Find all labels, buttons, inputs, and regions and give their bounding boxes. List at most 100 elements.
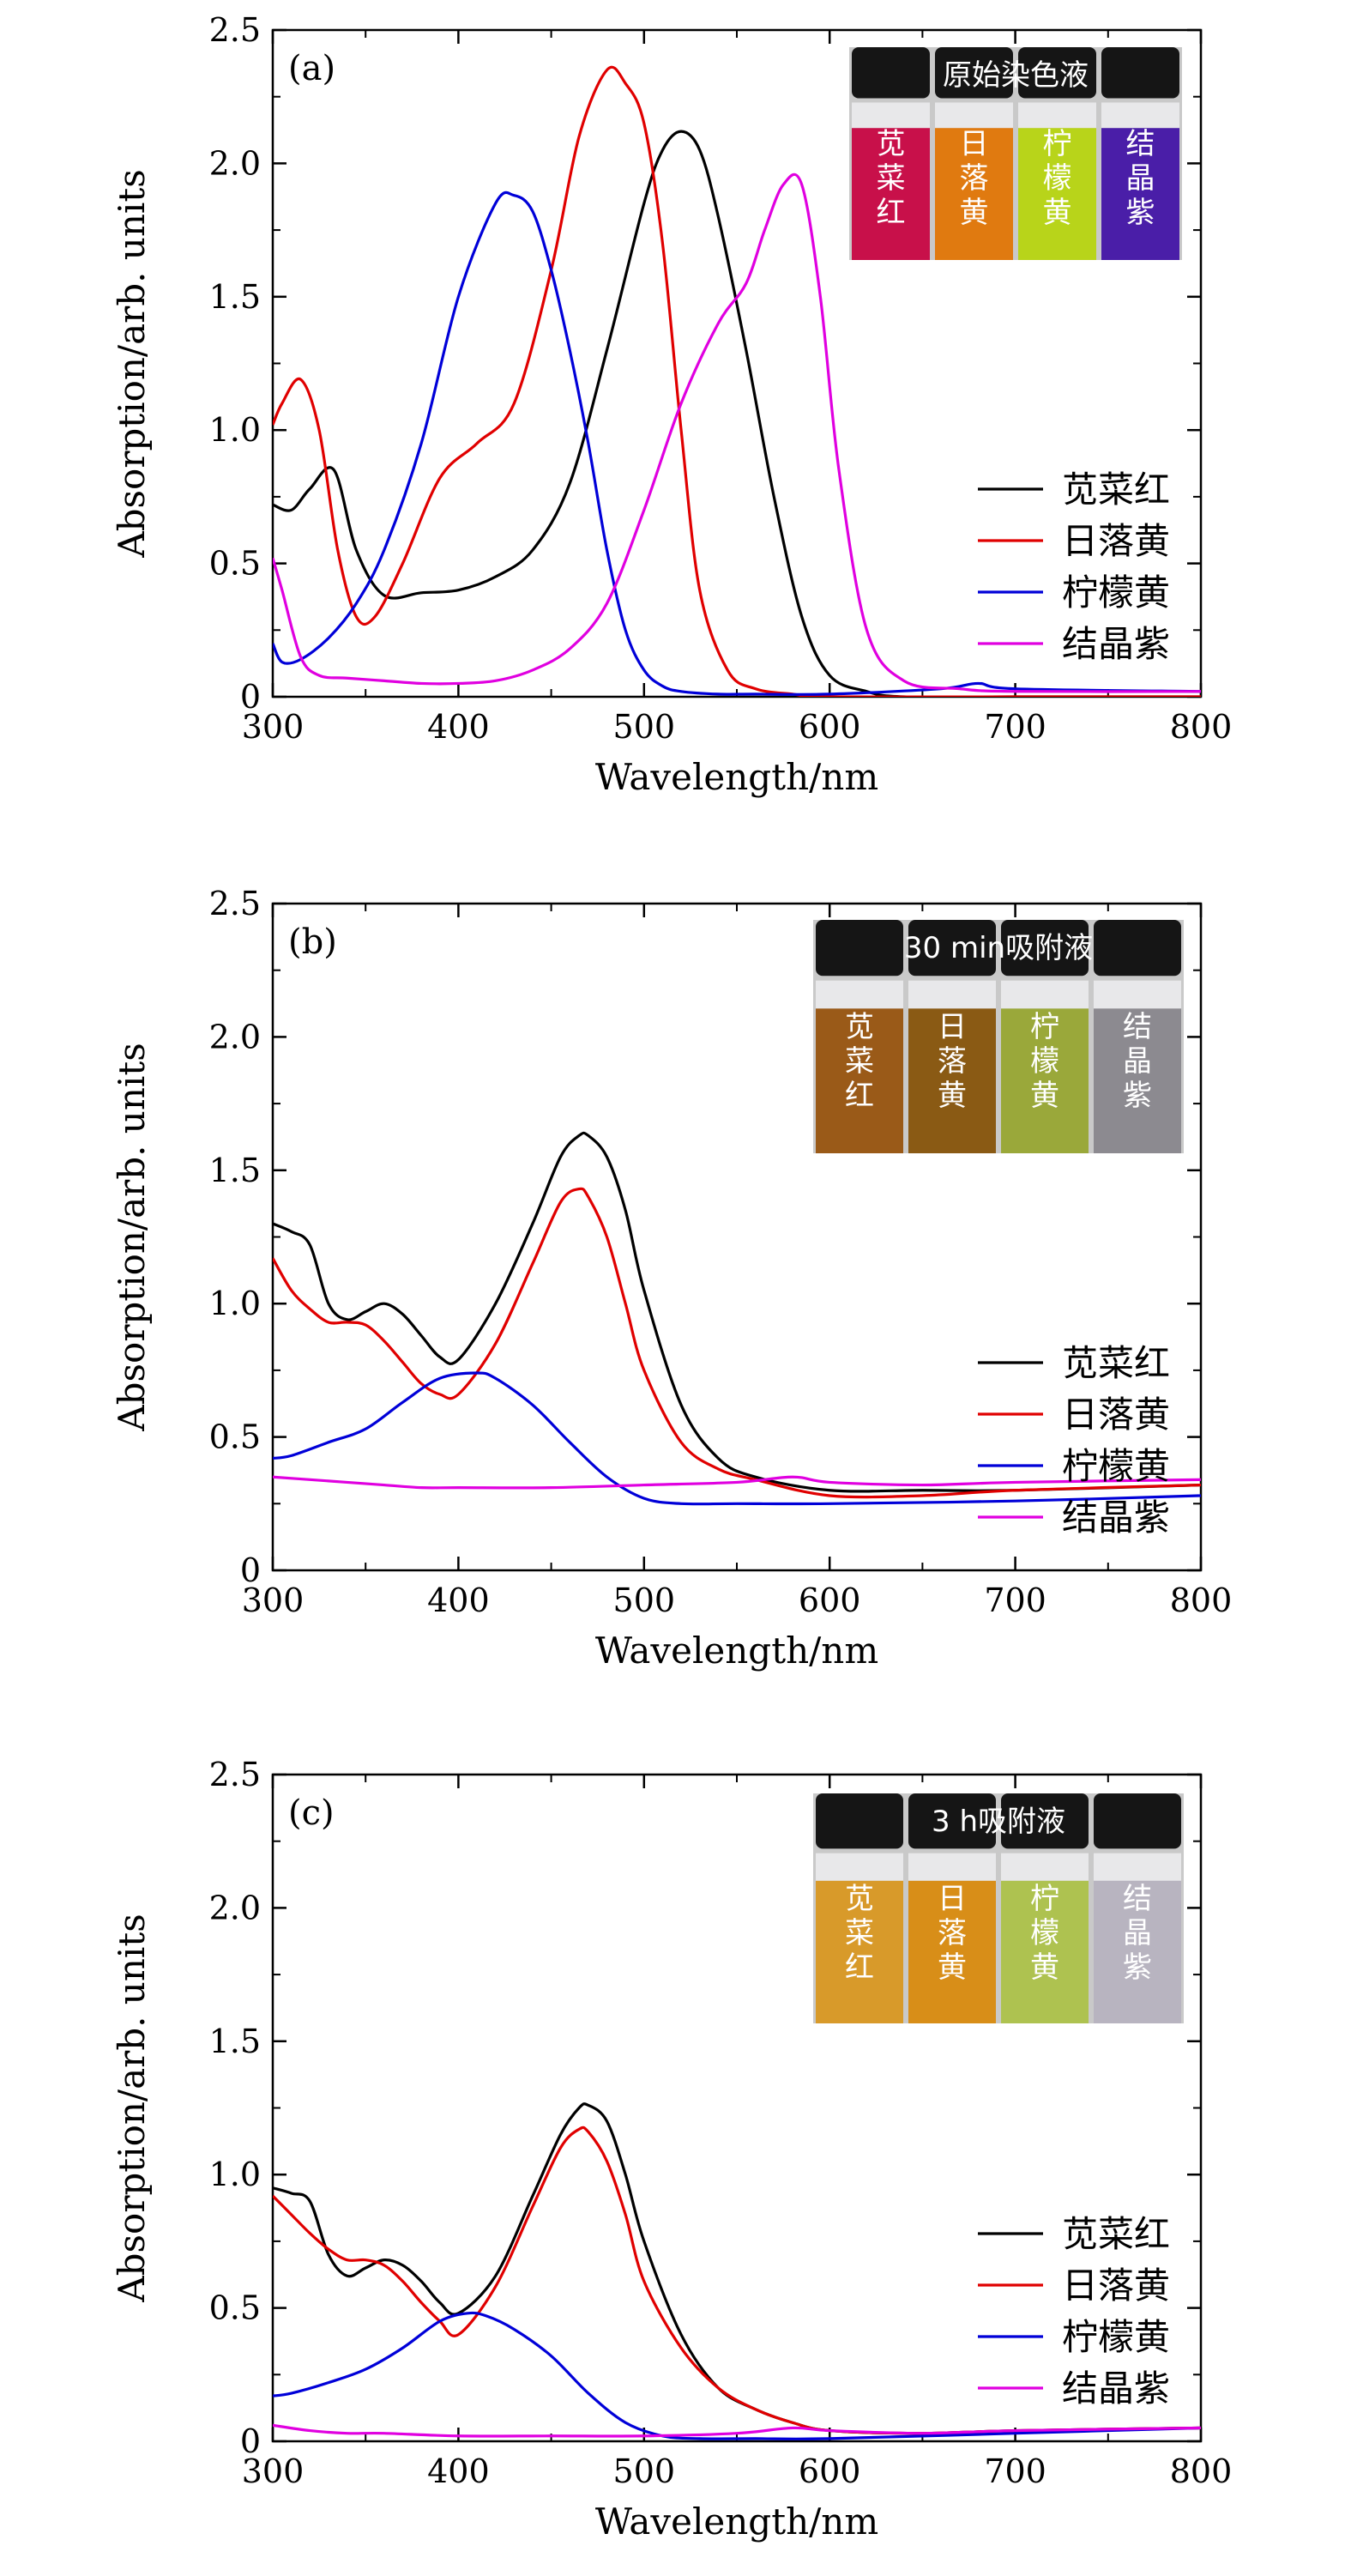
vial-cap [1001,920,1089,977]
vial-label-char: 黄 [938,1950,967,1985]
vial-liquid [1018,128,1096,260]
x-tick-label: 700 [984,708,1046,746]
series-line-日落黄 [273,1187,1201,1499]
x-tick-label: 300 [242,708,305,746]
vial-cap [816,1793,903,1849]
x-tick-label: 300 [242,2452,305,2490]
vial-label-char: 红 [877,196,906,230]
legend-label: 柠檬黄 [1062,571,1170,614]
vial-liquid [908,1880,996,2023]
y-tick-label: 2.0 [209,144,261,182]
y-tick-label: 0 [240,678,261,716]
vial-glass [1101,102,1179,129]
chart-panel-1: 300 400 500 600 700 800 0 0.5 1.0 1.5 2.0 2.5 Wavele… [111,11,1232,798]
vial-cap [1018,47,1096,99]
series-line-柠檬黄 [273,2311,1201,2440]
vial-label-char: 紫 [1126,196,1155,230]
y-tick-label: 1.5 [209,2023,261,2060]
vial-liquid [935,128,1013,260]
x-tick-label: 500 [613,708,676,746]
vial-liquid [1101,128,1179,260]
x-tick-label: 300 [242,1581,305,1619]
series-line-柠檬黄 [273,190,1201,696]
vial-label-char: 结 [1126,127,1155,161]
vial-glass [908,980,996,1009]
series-line-苋菜红 [273,1131,1201,1493]
vial-label-char: 红 [845,1079,874,1113]
vial-liquid [1094,1880,1181,2023]
vial-glass [1001,1853,1089,1881]
y-tick-label: 1.0 [209,1285,261,1322]
y-tick-label: 0.5 [209,545,261,583]
vial-cap [1101,47,1179,99]
vial-label-char: 苋 [877,127,906,161]
vial-liquid [1094,1008,1181,1153]
x-tick-label: 700 [984,2452,1046,2490]
vial-label-char: 晶 [1123,1916,1152,1950]
vial-label-char: 黄 [1043,196,1072,230]
y-tick-label: 2.5 [209,885,261,922]
vial-cap [852,47,930,99]
legend-label: 苋菜红 [1062,2213,1170,2255]
y-axis-label: Absorption/arb. units [111,1914,153,2302]
y-tick-label: 2.5 [209,11,261,49]
vial-label-char: 日 [938,1010,967,1044]
vial-label-char: 结 [1123,1882,1152,1916]
legend-label: 日落黄 [1062,2265,1170,2307]
vial-glass [1094,980,1181,1009]
vial-liquid [908,1008,996,1153]
vial-label-char: 落 [938,1916,967,1950]
vial-label-char: 檬 [1030,1044,1059,1079]
photo-title: 原始染色液 [943,58,1089,93]
vial-cap [908,920,996,977]
legend-label: 日落黄 [1062,1394,1170,1436]
vial-label-char: 苋 [845,1882,874,1916]
chart-panel-3: 300 400 500 600 700 800 0 0.5 1.0 1.5 2.0 2.5 Wavele… [111,1756,1232,2543]
vial-photo: 苋菜红 日落黄 柠檬黄 结晶紫 原始染色液 [849,47,1182,260]
y-tick-label: 2.0 [209,1018,261,1055]
panel-label: (a) [288,49,335,88]
y-tick-label: 0 [240,1551,261,1589]
legend-label: 苋菜红 [1062,1342,1170,1384]
y-tick-label: 1.5 [209,1152,261,1189]
y-axis-label: Absorption/arb. units [111,1043,153,1431]
x-tick-label: 800 [1170,1581,1233,1619]
legend-label: 日落黄 [1062,520,1170,562]
vial-glass [852,102,930,129]
vial-label-char: 柠 [1030,1882,1059,1916]
y-tick-label: 1.0 [209,411,261,449]
chart-panel-2: 300 400 500 600 700 800 0 0.5 1.0 1.5 2.0 2.5 Wavele… [111,885,1232,1672]
vial-label-char: 日 [938,1882,967,1916]
vial-cap [935,47,1013,99]
x-tick-label: 400 [427,2452,490,2490]
vial-liquid [816,1008,903,1153]
vial-label-char: 落 [960,161,989,196]
vial-cap [1094,1793,1181,1849]
x-axis-label: Wavelength/nm [595,756,878,798]
vial-glass [1018,102,1096,129]
vial-glass [935,102,1013,129]
vial-label-char: 日 [960,127,989,161]
vial-label-char: 菜 [877,161,906,196]
y-tick-label: 0 [240,2422,261,2460]
vial-liquid [852,128,930,260]
y-tick-label: 1.0 [209,2156,261,2193]
vial-label-char: 落 [938,1044,967,1079]
series-line-结晶紫 [273,172,1201,693]
y-tick-label: 2.5 [209,1756,261,1793]
vial-label-char: 柠 [1043,127,1072,161]
vial-glass [1094,1853,1181,1881]
y-tick-label: 1.5 [209,278,261,316]
x-tick-label: 500 [613,1581,676,1619]
x-tick-label: 600 [799,1581,861,1619]
y-tick-label: 0.5 [209,1418,261,1456]
vial-label-char: 晶 [1123,1044,1152,1079]
y-tick-label: 0.5 [209,2289,261,2327]
x-axis-label: Wavelength/nm [595,1630,878,1672]
legend-label: 苋菜红 [1062,469,1170,511]
x-tick-label: 500 [613,2452,676,2490]
photo-title: 30 min吸附液 [904,931,1093,965]
vial-label-char: 菜 [845,1044,874,1079]
series-line-结晶紫 [273,2423,1201,2438]
